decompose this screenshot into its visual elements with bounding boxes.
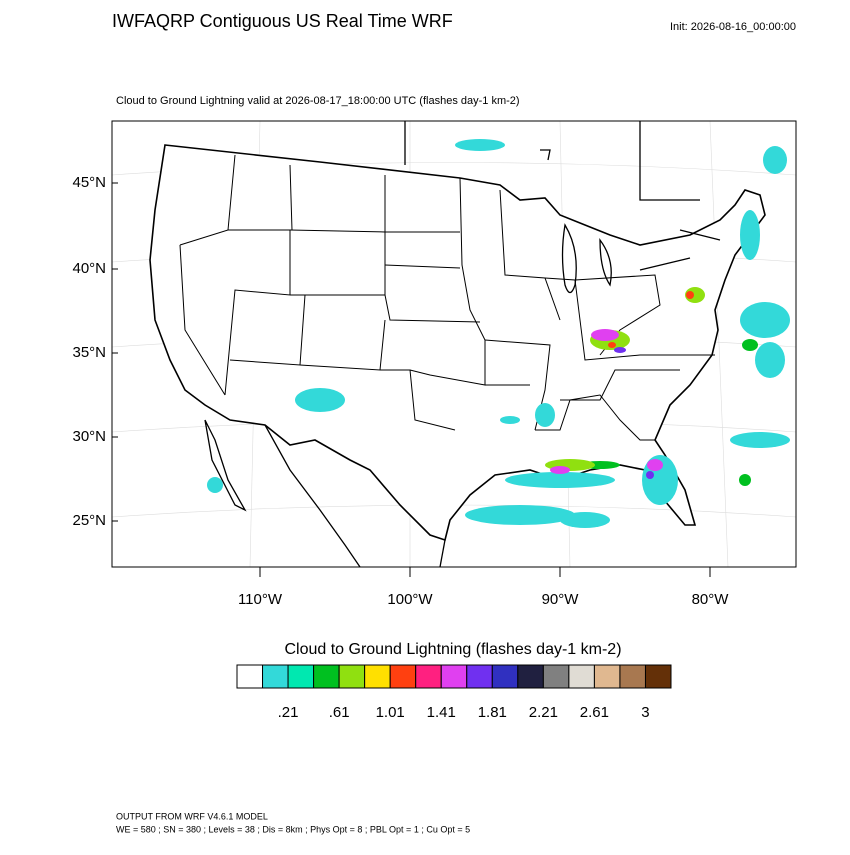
colorbar-swatch	[568, 664, 595, 689]
footer-line: OUTPUT FROM WRF V4.6.1 MODEL	[116, 811, 268, 821]
state-lines	[179, 154, 715, 441]
lat-label: 40°N	[72, 260, 106, 277]
subtitle: Cloud to Ground Lightning valid at 2026-…	[116, 95, 520, 107]
lat-label: 25°N	[72, 512, 106, 529]
colorbar-swatch	[364, 664, 391, 689]
footer-line: WE = 580 ; SN = 380 ; Levels = 38 ; Dis …	[116, 824, 470, 834]
lightning-fields	[207, 139, 790, 528]
colorbar-label: .61	[329, 704, 350, 721]
colorbar-swatch	[517, 664, 544, 689]
colorbar-swatch	[262, 664, 289, 689]
colorbar-swatch	[644, 664, 672, 689]
borders	[204, 121, 721, 567]
init-time: Init: 2026-08-16_00:00:00	[670, 21, 796, 33]
colorbar-swatch	[440, 664, 468, 689]
colorbar-swatch	[236, 664, 264, 689]
colorbar-swatch	[593, 664, 621, 689]
colorbar-swatch	[389, 664, 417, 689]
lat-label: 45°N	[72, 174, 106, 191]
colorbar-label: .21	[278, 704, 299, 721]
map	[112, 121, 796, 567]
lon-label: 110°W	[238, 591, 283, 608]
colorbar-swatch	[466, 664, 493, 689]
colorbar-swatch	[619, 664, 646, 689]
colorbar-swatch	[313, 664, 340, 689]
colorbar-label: 1.41	[427, 704, 456, 721]
lat-label: 35°N	[72, 344, 106, 361]
colorbar-swatch	[287, 664, 315, 689]
colorbar-swatch	[491, 664, 519, 689]
colorbar-swatch	[542, 664, 570, 689]
lon-label: 90°W	[542, 591, 580, 608]
colorbar-label: 2.61	[580, 704, 609, 721]
colorbar-swatch	[415, 664, 442, 689]
lon-label: 100°W	[387, 591, 433, 608]
colorbar-label: 2.21	[529, 704, 558, 721]
lon-label: 80°W	[692, 591, 730, 608]
colorbar-label: 3	[641, 704, 649, 721]
us-outline	[149, 144, 766, 542]
map-frame	[111, 120, 797, 568]
lat-label: 30°N	[72, 428, 106, 445]
colorbar-swatch	[338, 664, 366, 689]
colorbar-label: 1.01	[376, 704, 405, 721]
colorbar-title: Cloud to Ground Lightning (flashes day-1…	[284, 641, 621, 658]
title: IWFAQRP Contiguous US Real Time WRF	[112, 11, 453, 31]
colorbar-label: 1.81	[478, 704, 507, 721]
